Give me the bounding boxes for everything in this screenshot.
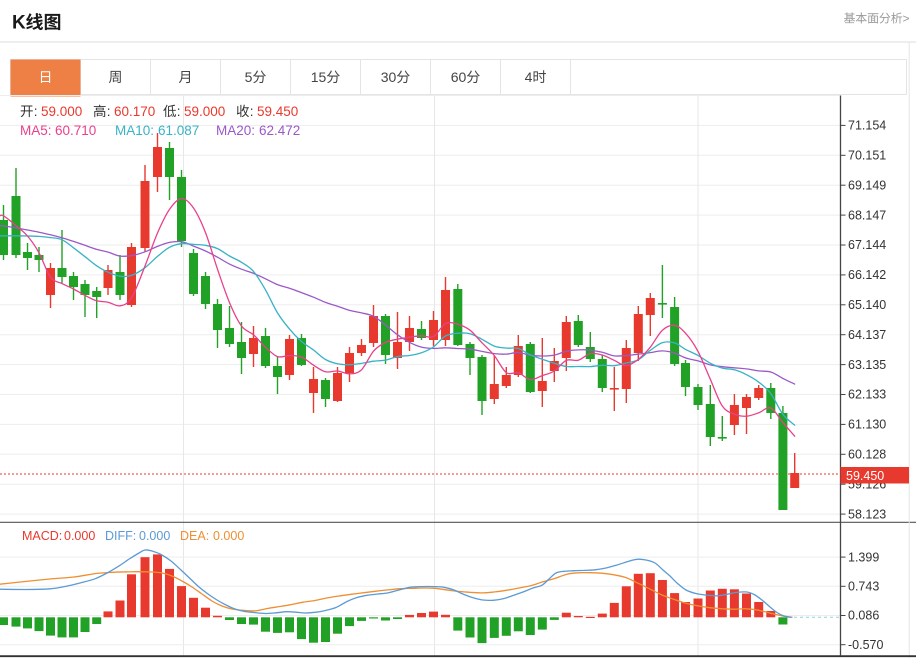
svg-text:-0.570: -0.570 bbox=[848, 638, 883, 652]
svg-text:0.743: 0.743 bbox=[848, 580, 879, 594]
svg-text:4: 4 bbox=[525, 69, 533, 85]
svg-text:MA5:: MA5: bbox=[20, 123, 52, 138]
svg-text:69.149: 69.149 bbox=[848, 178, 886, 192]
svg-text:66.142: 66.142 bbox=[848, 268, 886, 282]
svg-text:60.128: 60.128 bbox=[848, 448, 886, 462]
svg-text:60.170: 60.170 bbox=[114, 104, 155, 119]
svg-text:62.472: 62.472 bbox=[259, 123, 300, 138]
svg-text::: : bbox=[250, 104, 254, 119]
svg-text:K: K bbox=[12, 13, 26, 34]
svg-text:0.000: 0.000 bbox=[213, 529, 244, 543]
svg-text:MA20:: MA20: bbox=[216, 123, 255, 138]
svg-text:30: 30 bbox=[381, 69, 397, 85]
svg-text:61.087: 61.087 bbox=[158, 123, 199, 138]
svg-text:59.000: 59.000 bbox=[184, 104, 225, 119]
svg-text::: : bbox=[107, 104, 111, 119]
svg-text:65.140: 65.140 bbox=[848, 298, 886, 312]
svg-text:63.135: 63.135 bbox=[848, 358, 886, 372]
svg-text:67.144: 67.144 bbox=[848, 238, 886, 252]
svg-text:0.086: 0.086 bbox=[848, 609, 879, 623]
svg-text:5: 5 bbox=[245, 69, 253, 85]
svg-text:0.000: 0.000 bbox=[139, 529, 170, 543]
svg-text:61.130: 61.130 bbox=[848, 418, 886, 432]
svg-text::: : bbox=[34, 104, 38, 119]
svg-text:60.710: 60.710 bbox=[55, 123, 96, 138]
svg-text:DEA:: DEA: bbox=[180, 529, 209, 543]
svg-text:59.450: 59.450 bbox=[846, 469, 884, 483]
svg-text:59.000: 59.000 bbox=[41, 104, 82, 119]
svg-text:64.137: 64.137 bbox=[848, 328, 886, 342]
svg-text:DIFF:: DIFF: bbox=[105, 529, 136, 543]
svg-text:MACD:: MACD: bbox=[22, 529, 62, 543]
svg-text:70.151: 70.151 bbox=[848, 149, 886, 163]
svg-text:62.133: 62.133 bbox=[848, 388, 886, 402]
svg-text:0.000: 0.000 bbox=[64, 529, 95, 543]
svg-text:68.147: 68.147 bbox=[848, 208, 886, 222]
svg-text:71.154: 71.154 bbox=[848, 119, 886, 133]
svg-text:59.450: 59.450 bbox=[257, 104, 298, 119]
svg-text:60: 60 bbox=[451, 69, 467, 85]
svg-text::: : bbox=[177, 104, 181, 119]
svg-text:MA10:: MA10: bbox=[115, 123, 154, 138]
svg-text:>: > bbox=[903, 12, 910, 26]
svg-text:58.123: 58.123 bbox=[848, 507, 886, 521]
svg-text:15: 15 bbox=[311, 69, 327, 85]
svg-text:1.399: 1.399 bbox=[848, 550, 879, 564]
